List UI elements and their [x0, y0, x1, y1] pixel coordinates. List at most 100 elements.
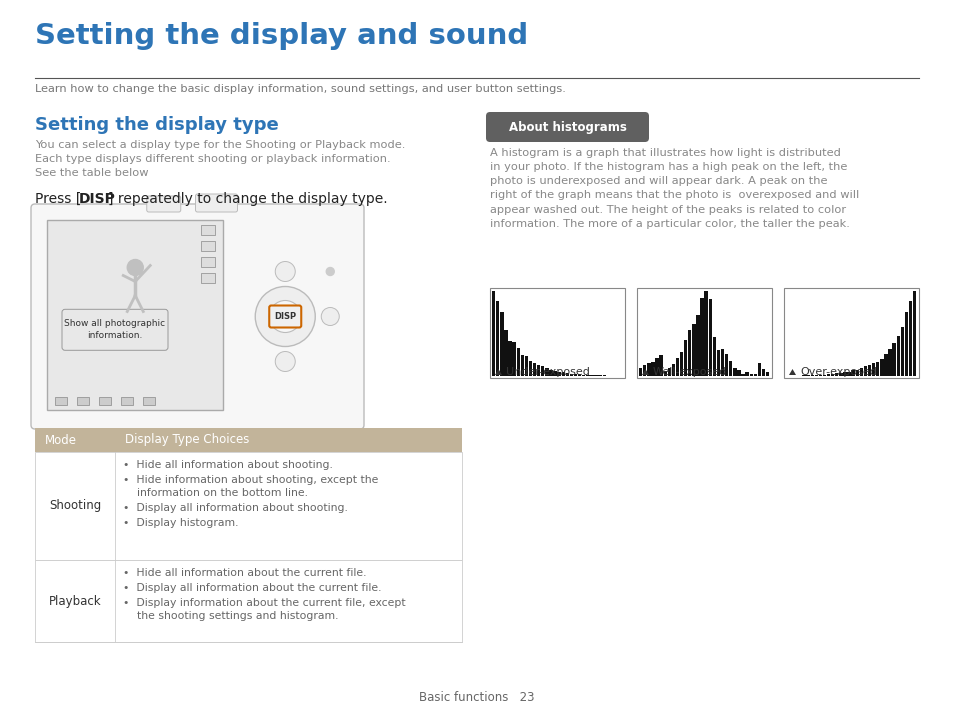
Bar	[783, 288, 918, 378]
Bar	[891, 343, 895, 376]
Bar	[703, 291, 707, 376]
Bar	[871, 363, 875, 376]
FancyBboxPatch shape	[30, 204, 364, 429]
Bar	[533, 364, 536, 376]
Text: Show all photographic
information.: Show all photographic information.	[65, 320, 166, 340]
Bar	[663, 371, 666, 376]
Text: Setting the display type: Setting the display type	[35, 116, 278, 134]
Text: DISP: DISP	[79, 192, 115, 206]
Polygon shape	[788, 369, 795, 375]
Bar	[737, 370, 740, 376]
Bar	[805, 375, 809, 376]
Text: Setting the display and sound: Setting the display and sound	[35, 22, 528, 50]
Text: Over-exposed: Over-exposed	[800, 367, 876, 377]
Bar	[912, 291, 915, 376]
Text: Well-exposed: Well-exposed	[652, 367, 726, 377]
Bar	[201, 257, 215, 267]
Circle shape	[127, 259, 143, 276]
Bar	[553, 371, 557, 376]
Bar	[826, 374, 829, 376]
Text: Basic functions   23: Basic functions 23	[418, 691, 535, 704]
Bar	[540, 366, 544, 376]
Bar	[499, 312, 503, 376]
Bar	[903, 312, 907, 376]
Bar	[574, 374, 577, 376]
Bar	[594, 375, 598, 376]
Bar	[565, 373, 568, 376]
Bar	[880, 359, 882, 376]
Text: •  Hide information about shooting, except the
    information on the bottom lin: • Hide information about shooting, excep…	[123, 475, 378, 498]
Text: •  Display histogram.: • Display histogram.	[123, 518, 238, 528]
Bar	[859, 369, 862, 376]
Bar	[496, 301, 499, 376]
Bar	[35, 452, 461, 560]
Text: Display Type Choices: Display Type Choices	[125, 433, 249, 446]
Bar	[490, 288, 624, 378]
Bar	[143, 397, 154, 405]
Bar	[900, 327, 903, 376]
Text: Shooting: Shooting	[49, 500, 101, 513]
Bar	[810, 375, 813, 376]
Text: You can select a display type for the Shooting or Playback mode.
Each type displ: You can select a display type for the Sh…	[35, 140, 405, 178]
Bar	[201, 273, 215, 283]
Polygon shape	[495, 369, 501, 375]
Circle shape	[255, 287, 314, 346]
Bar	[883, 354, 886, 376]
Circle shape	[275, 351, 294, 372]
Bar	[851, 370, 854, 376]
Bar	[512, 342, 516, 376]
Bar	[875, 361, 879, 376]
Bar	[55, 397, 67, 405]
Bar	[121, 397, 132, 405]
Text: About histograms: About histograms	[508, 120, 626, 133]
Bar	[839, 373, 841, 376]
FancyBboxPatch shape	[485, 112, 648, 142]
Bar	[846, 372, 850, 376]
Text: •  Hide all information about shooting.: • Hide all information about shooting.	[123, 460, 333, 470]
FancyBboxPatch shape	[62, 310, 168, 351]
Bar	[896, 336, 899, 376]
Bar	[744, 372, 748, 376]
FancyBboxPatch shape	[269, 305, 301, 328]
Bar	[642, 365, 646, 376]
Bar	[47, 220, 223, 410]
Bar	[578, 374, 580, 376]
Bar	[814, 375, 817, 376]
Bar	[671, 364, 675, 376]
Bar	[822, 374, 825, 376]
Bar	[667, 368, 670, 376]
Bar	[908, 301, 911, 376]
Bar	[887, 349, 891, 376]
Bar	[524, 356, 528, 376]
Text: •  Display information about the current file, except
    the shooting settings : • Display information about the current …	[123, 598, 405, 621]
Text: Press [: Press [	[35, 192, 81, 206]
Bar	[651, 362, 654, 376]
Bar	[492, 291, 495, 376]
Bar	[659, 355, 662, 376]
FancyBboxPatch shape	[147, 196, 180, 212]
Bar	[687, 330, 691, 376]
Bar	[508, 341, 511, 376]
Bar	[639, 368, 641, 376]
Circle shape	[275, 261, 294, 282]
Text: Under-exposed: Under-exposed	[505, 367, 589, 377]
Text: •  Display all information about the current file.: • Display all information about the curr…	[123, 583, 381, 593]
Bar	[545, 368, 548, 376]
Bar	[528, 361, 532, 376]
Bar	[761, 369, 764, 376]
Bar	[77, 397, 89, 405]
Text: A histogram is a graph that illustrates how light is distributed
in your photo. : A histogram is a graph that illustrates …	[490, 148, 859, 229]
Bar	[818, 374, 821, 376]
Text: Playback: Playback	[49, 595, 101, 608]
Bar	[520, 356, 523, 376]
Bar	[557, 372, 560, 376]
Bar	[765, 372, 768, 376]
Text: Mode: Mode	[45, 433, 77, 446]
Bar	[646, 363, 650, 376]
Bar	[842, 372, 845, 376]
Circle shape	[326, 268, 334, 276]
Bar	[749, 374, 752, 376]
Polygon shape	[641, 369, 648, 375]
Bar	[728, 361, 732, 376]
Bar	[581, 374, 585, 376]
